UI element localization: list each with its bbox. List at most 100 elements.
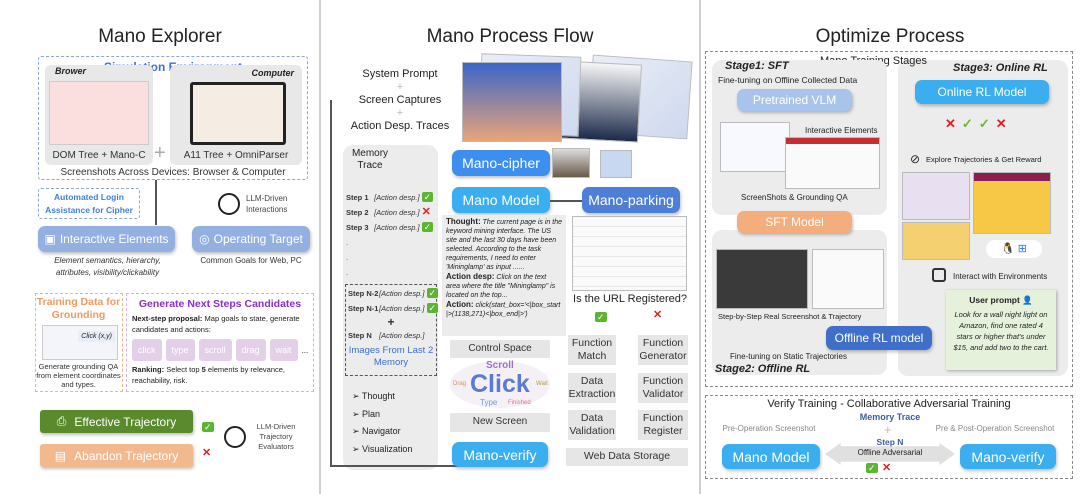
output-item: ➢ Thought bbox=[352, 391, 395, 401]
output-item: ➢ Navigator bbox=[352, 426, 401, 436]
wordcloud-word: Wait bbox=[536, 381, 548, 387]
offline-rl-model-button[interactable]: Offline RL model bbox=[826, 326, 932, 350]
sft-screenshot bbox=[785, 137, 880, 189]
mano-model-button[interactable]: Mano Model bbox=[452, 187, 550, 213]
simulation-environment-box bbox=[38, 56, 308, 180]
pretrained-vlm-button[interactable]: Pretrained VLM bbox=[737, 89, 852, 111]
adversarial-arrow bbox=[825, 443, 955, 465]
automated-login-box: Automated Login Assistance for Cipher bbox=[38, 188, 140, 219]
verify-mano-verify-button[interactable]: Mano-verify bbox=[960, 444, 1056, 469]
cross-icon: ✕ bbox=[421, 206, 431, 218]
arrow bbox=[155, 180, 157, 225]
url-question: Is the URL Registered? bbox=[573, 293, 687, 305]
user-icon: 👤 bbox=[1022, 295, 1033, 305]
generate-candidates-title: Generate Next Steps Candidates bbox=[138, 298, 302, 310]
abandon-trajectory: ▤ Abandon Trajectory bbox=[40, 444, 193, 467]
online-rl-model-button[interactable]: Online RL Model bbox=[915, 80, 1049, 104]
user-prompt-note: User prompt 👤 Look for a wall night ligh… bbox=[946, 290, 1056, 370]
interactive-elements-desc: Element semantics, hierarchy, attributes… bbox=[54, 256, 161, 277]
sft-model-button[interactable]: SFT Model bbox=[737, 211, 852, 233]
computer-caption: A11 Tree + OmniParser bbox=[183, 150, 289, 161]
feedback-arrow bbox=[330, 465, 500, 467]
training-data-box: Training Data for Grounding Click (x,y) … bbox=[35, 293, 123, 392]
memory-trace-label: Memory Trace bbox=[859, 412, 921, 422]
thought-box: Thought: The current page is in the keyw… bbox=[442, 215, 566, 336]
check-icon: ✓ bbox=[426, 303, 439, 313]
memory-step: Step 2 [Action desp.] ✕ bbox=[346, 206, 431, 218]
memory-step: Step 1 [Action desp.] ✓ bbox=[346, 192, 434, 202]
check-icon: ✓ bbox=[421, 222, 434, 232]
optimize-title: Optimize Process bbox=[815, 26, 965, 47]
cipher-screenshot bbox=[600, 150, 632, 178]
new-screen-box: New Screen bbox=[450, 413, 550, 432]
check-icon: ✓ bbox=[202, 422, 214, 432]
check-icon: ✓ bbox=[595, 312, 607, 322]
input-system-prompt: System Prompt bbox=[362, 68, 438, 80]
operating-target-button[interactable]: ◎ Operating Target bbox=[192, 226, 310, 252]
input-action-traces: Action Desp. Traces bbox=[350, 120, 450, 132]
click-label: Click (x,y) bbox=[78, 331, 115, 342]
sft-screenshot bbox=[720, 122, 790, 172]
mano-parking-button[interactable]: Mano-parking bbox=[582, 187, 680, 213]
cross-icon: ✕ bbox=[202, 447, 212, 459]
memory-steps: Step 1 [Action desp.] ✓ Step 2 [Action d… bbox=[346, 190, 436, 280]
action-chip: wait bbox=[269, 339, 298, 361]
web-data-storage-box: Web Data Storage bbox=[566, 448, 688, 466]
output-item: ➢ Plan bbox=[352, 408, 381, 419]
laptop-screenshot bbox=[190, 82, 286, 145]
action-chip: type bbox=[165, 339, 195, 361]
proposal-text: Next-step proposal: Map goals to state, … bbox=[132, 314, 300, 334]
browser-screenshot bbox=[49, 81, 149, 145]
browser-label: Brower bbox=[55, 66, 87, 76]
wordcloud-word: Type bbox=[480, 398, 498, 407]
parking-screenshot bbox=[572, 216, 687, 291]
wordcloud-word: Click bbox=[470, 370, 530, 398]
browser-caption: DOM Tree + Mano-C bbox=[52, 150, 146, 161]
stage3-label: Stage3: Online RL bbox=[953, 62, 1048, 74]
interactive-elements-button[interactable]: ▣ Interactive Elements bbox=[38, 226, 175, 252]
pre-op-label: Pre-Operation Screenshot bbox=[722, 424, 816, 433]
memory-step: Step N [Action desp.] bbox=[348, 331, 425, 340]
mano-verify-button[interactable]: Mano-verify bbox=[452, 442, 548, 467]
wordcloud-word: Finished bbox=[508, 400, 531, 406]
trajectory-screenshot bbox=[812, 249, 884, 309]
verify-mano-model-button[interactable]: Mano Model bbox=[722, 444, 820, 469]
action-chip: drag bbox=[235, 339, 266, 361]
computer-card: Computer A11 Tree + OmniParser bbox=[170, 65, 302, 165]
devices-caption: Screenshots Across Devices: Browser & Co… bbox=[60, 167, 286, 178]
generate-candidates-box: Generate Next Steps Candidates Next-step… bbox=[126, 293, 314, 392]
cross-icon: ✕ bbox=[653, 309, 663, 321]
computer-label: Computer bbox=[251, 68, 295, 78]
stage2-label: Stage2: Offline RL bbox=[715, 363, 811, 375]
wordcloud-word: Drag bbox=[453, 381, 467, 387]
verify-result-icons: ✓ ✕ bbox=[866, 460, 891, 475]
step-n-label: Step N bbox=[876, 437, 904, 447]
user-prompt-label: User prompt 👤 bbox=[969, 295, 1033, 305]
explore-label: Explore Trajectories & Get Reward bbox=[926, 155, 1042, 164]
data-extraction-box: Data Extraction bbox=[568, 373, 616, 403]
cross-icon: ✕ bbox=[945, 116, 962, 131]
mano-cipher-button[interactable]: Mano-cipher bbox=[452, 150, 550, 176]
images-memory-label: Images From Last 2 Memory bbox=[348, 345, 434, 368]
os-icons: 🐧 ⊞ bbox=[986, 240, 1042, 258]
grounding-qa-label: ScreenShots & Grounding QA bbox=[741, 193, 848, 202]
action-chips: click type scroll drag wait... bbox=[132, 339, 308, 361]
cross-icon: ✕ bbox=[995, 116, 1013, 131]
wordcloud-word: Scroll bbox=[486, 360, 514, 371]
plus-icon: + bbox=[154, 142, 166, 164]
target-icon: ◎ bbox=[199, 232, 210, 246]
grounding-screenshot: Click (x,y) bbox=[42, 325, 118, 360]
feedback-arrow bbox=[330, 100, 332, 465]
env-screenshot bbox=[902, 172, 970, 220]
function-validator-box: Function Validator bbox=[638, 373, 688, 403]
cross-icon: ✕ bbox=[882, 462, 892, 474]
training-data-desc: Generate grounding QA from element coord… bbox=[36, 362, 121, 389]
cipher-screenshot bbox=[552, 148, 590, 178]
check-icon: ✓ bbox=[978, 116, 996, 131]
action-wordcloud: Scroll Click Type Finished Drag Wait bbox=[450, 361, 550, 408]
memory-step: Step 3 [Action desp.] ✓ bbox=[346, 222, 434, 232]
calendar-icon: ▣ bbox=[44, 232, 56, 246]
action-chip: scroll bbox=[198, 339, 232, 361]
screenshot-stack bbox=[462, 62, 562, 142]
recent-memory-box: Step N-2[Action desp.] ✓ Step N-1[Action… bbox=[345, 284, 439, 376]
